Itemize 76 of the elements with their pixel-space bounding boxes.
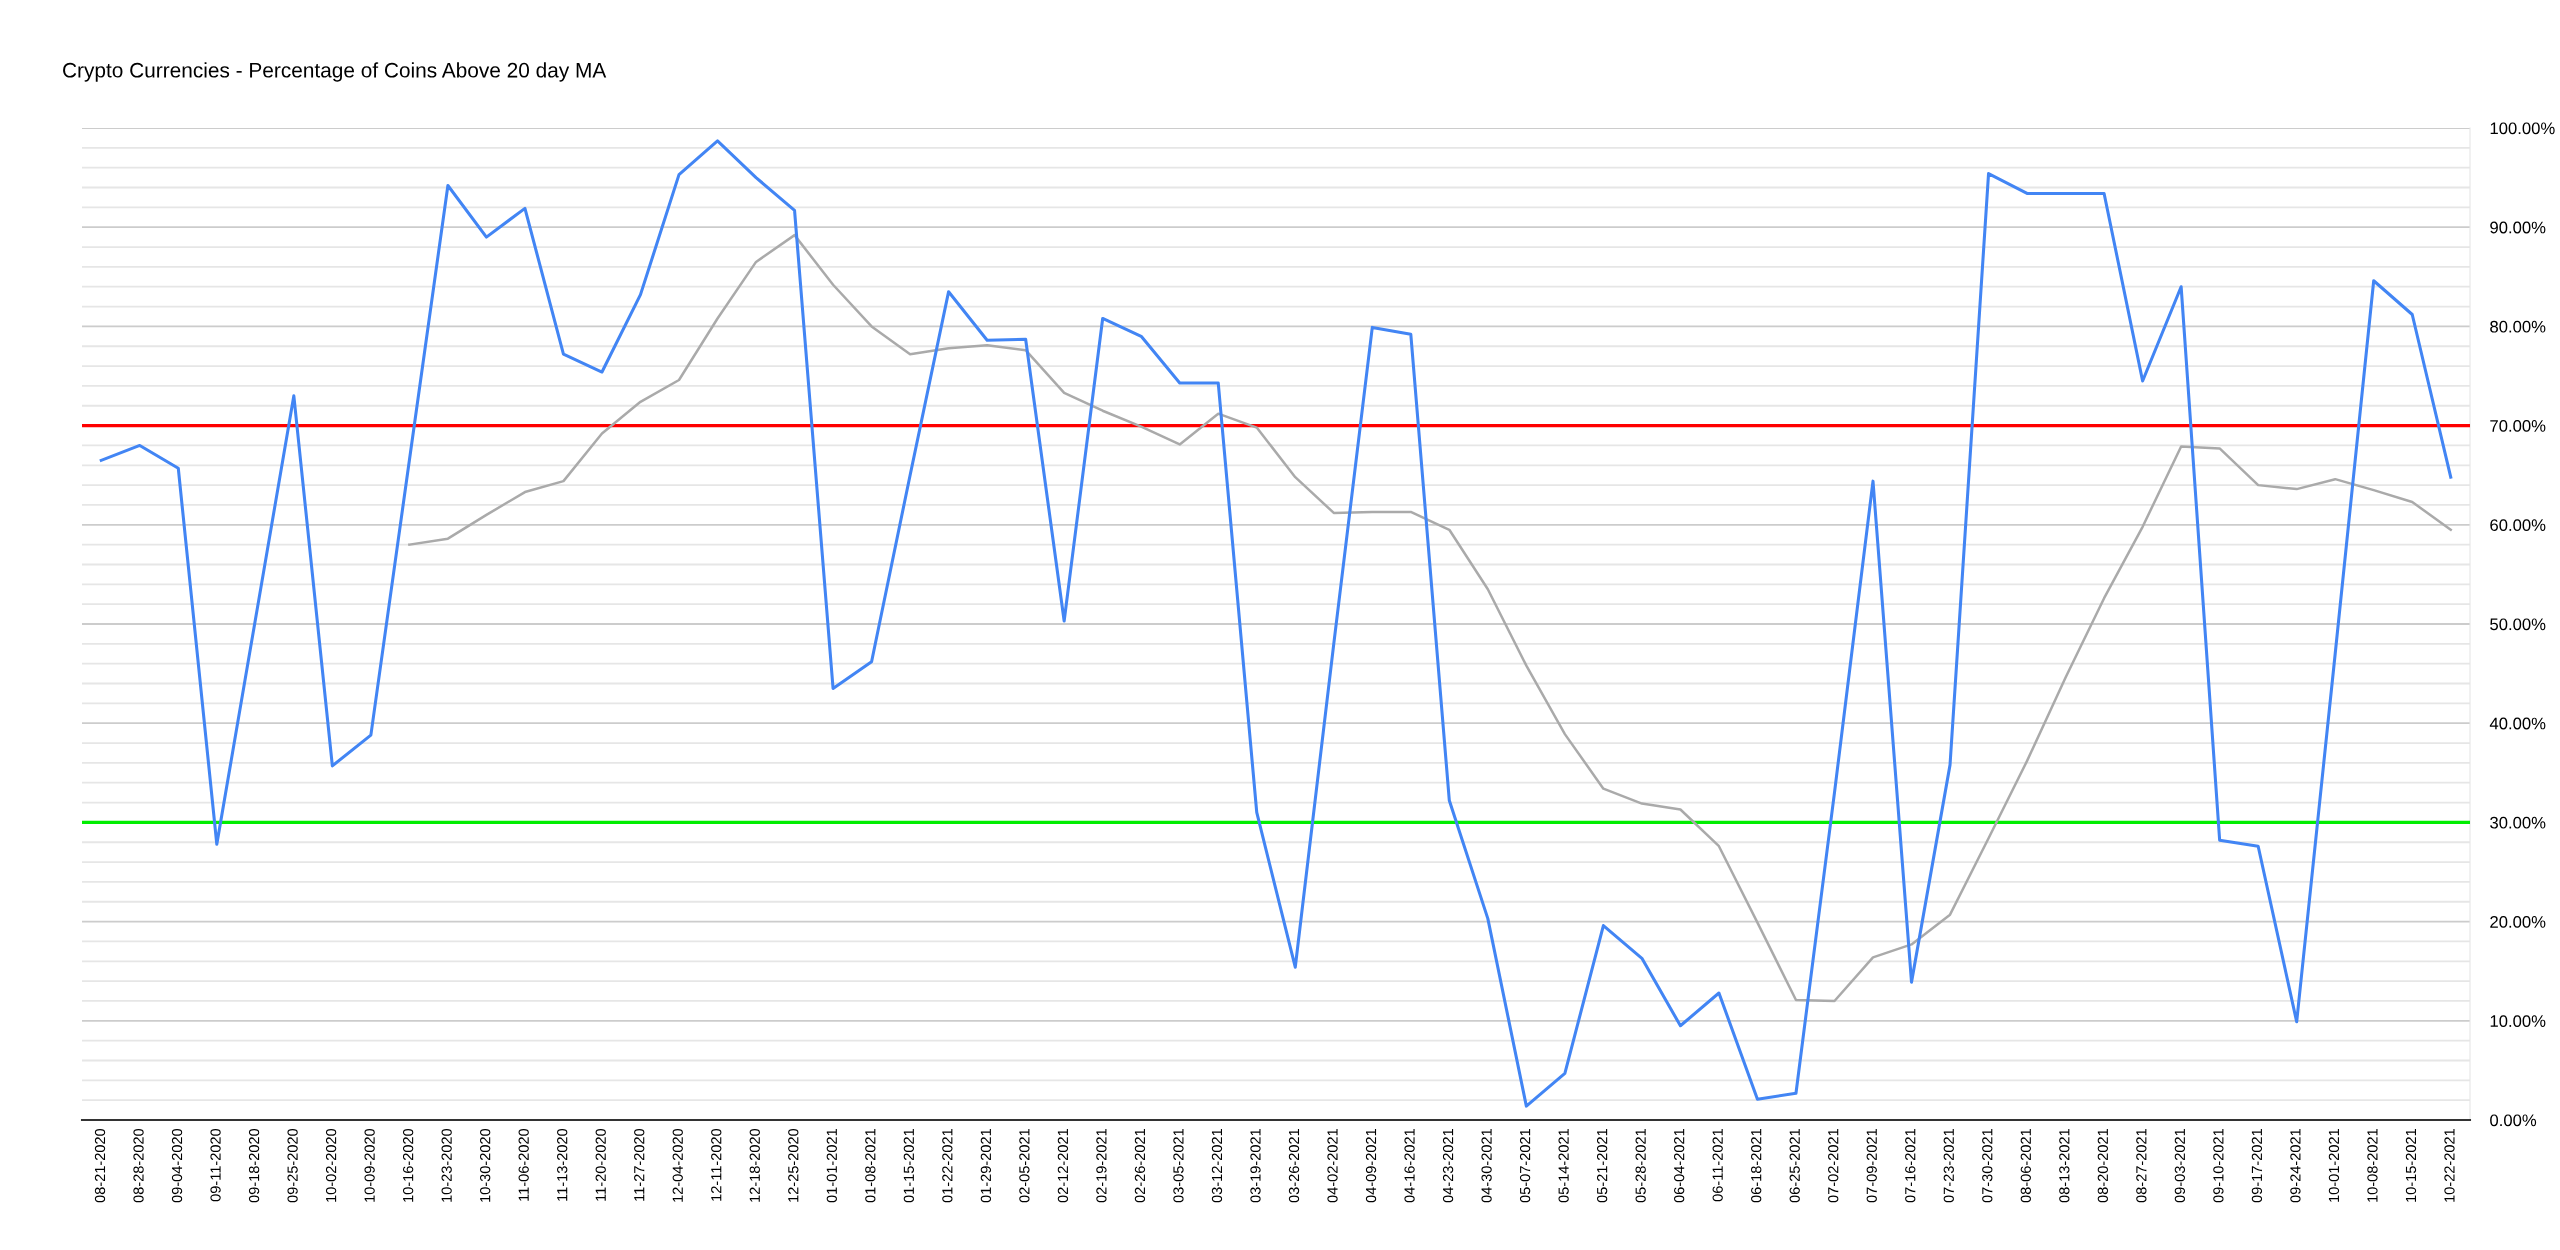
x-tick-label: 02-05-2021 [1019,1129,1030,1203]
y-tick-label: 0.00% [2490,1114,2537,1127]
y-tick-label: 100.00% [2490,122,2555,135]
x-tick-label: 09-11-2020 [210,1128,221,1202]
x-tick-label: 02-19-2021 [1096,1129,1107,1203]
x-tick-label: 10-22-2021 [2444,1129,2455,1202]
y-tick-label: 20.00% [2490,916,2546,928]
x-tick-label: 07-09-2021 [1866,1129,1877,1203]
x-tick-label: 03-05-2021 [1173,1129,1184,1203]
x-tick-label: 10-02-2020 [325,1128,337,1202]
x-tick-label: 08-21-2020 [94,1128,106,1203]
x-tick-label: 10-23-2020 [441,1128,452,1202]
x-tick-label: 09-03-2021 [2174,1129,2186,1203]
x-tick-label: 09-04-2020 [171,1128,183,1203]
x-tick-label: 02-26-2021 [1134,1129,1146,1203]
y-tick-label: 60.00% [2490,519,2546,531]
x-tick-label: 08-20-2021 [2097,1129,2109,1203]
x-tick-label: 01-08-2021 [865,1129,876,1203]
x-tick-label: 07-30-2021 [1982,1129,1993,1203]
x-tick-label: 05-21-2021 [1596,1129,1608,1203]
y-tick-label: 10.00% [2490,1015,2546,1027]
x-tick-label: 06-18-2021 [1751,1129,1762,1203]
x-tick-label: 11-20-2020 [595,1128,606,1201]
x-tick-label: 01-15-2021 [903,1129,915,1203]
x-tick-label: 07-23-2021 [1943,1129,1954,1203]
x-tick-label: 08-13-2021 [2059,1129,2070,1203]
x-tick-label: 05-07-2021 [1519,1129,1531,1203]
x-tick-label: 09-25-2020 [287,1128,298,1203]
x-tick-label: 07-02-2021 [1828,1129,1839,1203]
x-tick-label: 08-27-2021 [2136,1129,2147,1203]
x-tick-label: 10-16-2020 [402,1128,414,1202]
line-series [99,139,2453,1108]
x-tick-label: 10-01-2021 [2328,1129,2340,1202]
x-tick-label: 09-24-2021 [2290,1129,2301,1203]
x-tick-label: 12-18-2020 [749,1128,760,1202]
x-tick-label: 06-25-2021 [1789,1129,1800,1203]
x-tick-label: 04-02-2021 [1327,1129,1338,1203]
x-tick-label: 09-17-2021 [2251,1129,2263,1203]
x-tick-label: 04-30-2021 [1481,1129,1492,1203]
x-tick-label: 03-19-2021 [1250,1129,1261,1203]
x-tick-label: 04-16-2021 [1404,1129,1415,1203]
x-tick-label: 01-29-2021 [980,1129,992,1203]
x-tick-label: 12-25-2020 [788,1128,799,1202]
x-tick-label: 10-09-2020 [364,1128,375,1202]
x-tick-label: 06-04-2021 [1674,1129,1685,1203]
x-tick-label: 11-27-2020 [634,1128,645,1201]
x-tick-label: 09-10-2021 [2213,1129,2224,1203]
x-tick-label: 07-16-2021 [1905,1129,1916,1203]
line-series [408,233,2452,1003]
x-tick-label: 01-22-2021 [942,1129,953,1203]
x-tick-label: 10-15-2021 [2405,1129,2417,1202]
x-tick-label: 01-01-2021 [826,1129,837,1203]
y-tick-label: 80.00% [2490,320,2546,333]
y-tick-label: 90.00% [2490,221,2546,234]
x-tick-label: 09-18-2020 [248,1128,260,1203]
x-tick-label: 10-30-2020 [480,1128,491,1202]
y-tick-label: 50.00% [2490,618,2546,631]
x-tick-label: 11-06-2020 [518,1128,529,1201]
chart-title: Crypto Currencies - Percentage of Coins Above 20 day MA [63,62,607,82]
x-tick-label: 04-09-2021 [1365,1129,1377,1203]
x-tick-label: 08-28-2020 [133,1128,144,1203]
x-tick-label: 12-04-2020 [672,1128,683,1202]
x-tick-label: 02-12-2021 [1057,1129,1069,1203]
x-tick-label: 05-14-2021 [1558,1129,1569,1203]
y-tick-label: 30.00% [2490,816,2546,829]
x-tick-label: 05-28-2021 [1635,1129,1646,1203]
x-tick-label: 06-11-2021 [1712,1129,1723,1202]
y-tick-label: 40.00% [2489,717,2546,730]
x-tick-label: 12-11-2020 [711,1128,722,1201]
x-tick-label: 03-12-2021 [1211,1129,1223,1203]
x-tick-label: 10-08-2021 [2367,1129,2378,1202]
x-tick-label: 11-13-2020 [557,1128,568,1201]
y-tick-label: 70.00% [2490,420,2546,432]
x-tick-label: 03-26-2021 [1288,1129,1300,1203]
x-tick-label: 08-06-2021 [2020,1129,2031,1203]
x-tick-label: 04-23-2021 [1442,1129,1454,1203]
